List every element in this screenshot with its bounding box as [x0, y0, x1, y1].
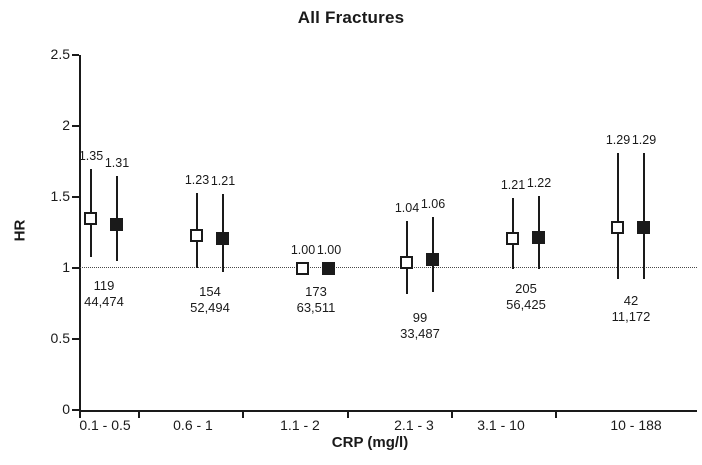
count-line1: 42	[623, 292, 639, 308]
y-axis-line	[79, 55, 81, 412]
marker-filled-square	[426, 253, 439, 267]
hr-value-label: 1.21	[500, 178, 526, 193]
marker-filled-square	[110, 217, 123, 231]
category-counts: 154 52,494	[160, 284, 260, 316]
x-tick-label: 1.1 - 2	[280, 417, 320, 433]
chart-title: All Fractures	[297, 8, 405, 27]
count-line1: 154	[199, 284, 221, 300]
x-axis-line	[80, 410, 697, 412]
x-tick-mark	[451, 412, 453, 418]
marker-filled-square	[532, 230, 545, 244]
y-tick-mark	[72, 267, 79, 269]
count-line2: 33,487	[400, 325, 440, 341]
count-line2: 52,494	[190, 300, 230, 316]
count-line1: 99	[412, 309, 428, 325]
hr-value-label: 1.04	[394, 201, 420, 216]
hr-value-label: 1.00	[290, 243, 316, 257]
y-tick-label: 2.5	[50, 46, 70, 62]
marker-filled-square	[637, 220, 650, 234]
y-tick-mark	[72, 125, 79, 127]
marker-filled-square	[322, 262, 335, 275]
reference-line-hr1	[80, 267, 697, 268]
hr-value-label: 1.29	[631, 132, 657, 147]
hr-value-label: 1.06	[420, 196, 446, 211]
marker-open-square	[611, 220, 624, 234]
x-tick-mark	[138, 412, 140, 418]
x-tick-mark	[79, 412, 81, 418]
ci-whisker	[643, 152, 645, 280]
hr-value-label: 1.23	[184, 172, 210, 187]
hr-value-label: 1.21	[210, 174, 236, 189]
count-line1: 205	[515, 281, 537, 297]
y-tick-mark	[72, 409, 79, 411]
category-counts: 205 56,425	[476, 281, 576, 313]
marker-filled-square	[216, 232, 229, 246]
count-line2: 63,511	[296, 300, 336, 316]
category-counts: 99 33,487	[370, 310, 470, 342]
x-axis-label: CRP (mg/l)	[331, 434, 409, 451]
x-tick-label: 0.6 - 1	[173, 417, 213, 433]
marker-open-square	[296, 262, 309, 275]
hr-value-label: 1.31	[104, 155, 130, 170]
x-tick-mark	[242, 412, 244, 418]
ci-whisker	[617, 152, 619, 280]
hr-value-label: 1.29	[605, 132, 631, 147]
count-line2: 11,172	[611, 308, 651, 324]
y-tick-label: 1.5	[50, 188, 70, 204]
category-counts: 119 44,474	[54, 278, 154, 310]
count-line2: 44,474	[84, 294, 124, 310]
y-tick-label: 1	[62, 259, 70, 275]
hr-value-label: 1.22	[526, 175, 552, 190]
count-line2: 56,425	[506, 297, 546, 313]
x-tick-mark	[347, 412, 349, 418]
marker-open-square	[190, 229, 203, 243]
marker-open-square	[400, 256, 413, 270]
y-tick-label: 0	[62, 401, 70, 417]
y-tick-label: 0.5	[50, 330, 70, 346]
count-line1: 173	[305, 284, 327, 300]
x-tick-label: 0.1 - 0.5	[79, 417, 131, 433]
count-line1: 119	[93, 278, 115, 294]
category-counts: 42 11,172	[581, 293, 681, 325]
hr-value-label: 1.35	[78, 148, 104, 163]
marker-open-square	[506, 232, 519, 246]
y-tick-mark	[72, 338, 79, 340]
x-tick-label: 3.1 - 10	[477, 417, 525, 433]
y-axis-label: HR	[11, 219, 29, 242]
category-counts: 173 63,511	[266, 284, 366, 316]
x-tick-mark	[555, 412, 557, 418]
marker-open-square	[84, 212, 97, 226]
y-tick-label: 2	[62, 117, 70, 133]
x-tick-label: 10 - 188	[610, 417, 662, 433]
y-tick-mark	[72, 196, 79, 198]
x-tick-label: 2.1 - 3	[394, 417, 434, 433]
hr-value-label: 1.00	[316, 243, 342, 257]
y-tick-mark	[72, 54, 79, 56]
